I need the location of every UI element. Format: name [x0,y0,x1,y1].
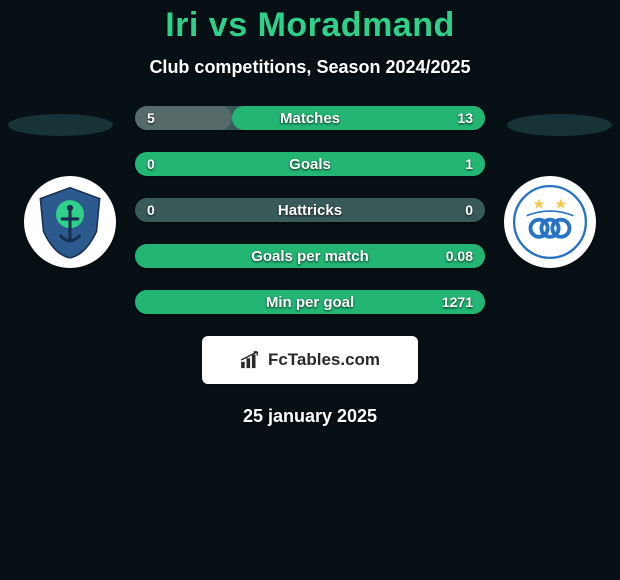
fctables-icon [240,351,262,369]
stat-row: Hattricks 0 0 [135,198,485,222]
stat-row-right-value: 1 [465,156,473,172]
date-text: 25 january 2025 [243,406,377,427]
left-club-badge [24,176,116,268]
right-club-badge-slot [500,172,600,272]
stat-row-left-value: 0 [147,156,155,172]
left-club-badge-slot [20,172,120,272]
stat-row-left-value: 5 [147,110,155,126]
stat-row: Goals 0 1 [135,152,485,176]
stat-row-label: Min per goal [266,294,354,311]
subtitle: Club competitions, Season 2024/2025 [149,57,470,78]
stat-row-right-value: 0 [465,202,473,218]
stat-rows: Matches 5 13 Goals 0 1 Hattricks 0 0 Goals per ma… [135,102,485,314]
stat-row-label: Goals per match [251,248,369,265]
right-club-badge-svg [511,183,589,261]
stat-row: Matches 5 13 [135,106,485,130]
stat-row-right-fill [232,106,485,130]
stat-row: Min per goal 1271 [135,290,485,314]
footer-brand-badge: FcTables.com [202,336,418,384]
stat-row-right-value: 13 [457,110,473,126]
content-root: Iri vs Moradmand Club competitions, Seas… [0,0,620,580]
stats-area: Matches 5 13 Goals 0 1 Hattricks 0 0 Goals per ma… [0,102,620,314]
right-player-name-oval [507,114,612,136]
stat-row-label: Goals [289,156,331,173]
stat-row-label: Hattricks [278,202,342,219]
stat-row-label: Matches [280,110,340,127]
left-player-name-oval [8,114,113,136]
stat-row-right-value: 1271 [442,294,473,310]
stat-row-right-value: 0.08 [446,248,473,264]
footer-brand-text: FcTables.com [268,350,380,370]
page-title: Iri vs Moradmand [165,6,455,45]
right-club-badge [504,176,596,268]
left-club-badge-svg [31,183,109,261]
stat-row-left-value: 0 [147,202,155,218]
stat-row: Goals per match 0.08 [135,244,485,268]
